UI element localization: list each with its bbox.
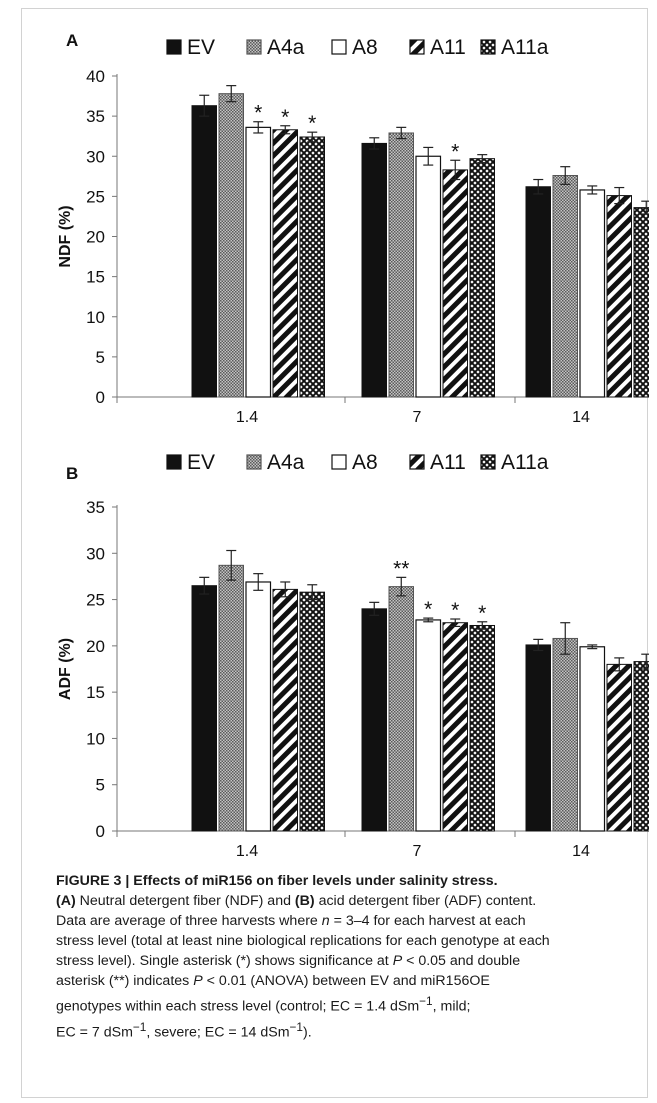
x-tick-label: 1.4 <box>236 409 258 426</box>
x-tick-label: 14 <box>572 409 590 426</box>
bar <box>361 608 387 832</box>
y-tick-label: 25 <box>86 187 105 206</box>
legend-swatch <box>166 39 182 55</box>
bar <box>245 126 272 398</box>
bar <box>299 591 325 832</box>
legend-swatch <box>409 39 425 55</box>
figure-caption: FIGURE 3 | Effects of miR156 on fiber le… <box>56 871 656 1042</box>
bar <box>245 581 272 832</box>
legend-swatch <box>246 454 262 470</box>
bar <box>552 175 578 398</box>
caption-line: asterisk (**) indicates P < 0.01 (ANOVA)… <box>56 973 490 989</box>
bar <box>388 586 414 832</box>
caption-title: FIGURE 3 | Effects of miR156 on fiber le… <box>56 873 498 889</box>
caption-line: (A) Neutral detergent fiber (NDF) and (B… <box>56 893 537 909</box>
bar <box>361 142 387 398</box>
y-tick-label: 10 <box>86 308 105 327</box>
y-tick-label: 0 <box>96 388 105 407</box>
significance-marker: * <box>308 112 316 135</box>
y-tick-label: 40 <box>86 67 105 86</box>
bar <box>218 564 244 832</box>
significance-marker: * <box>451 140 459 163</box>
bar <box>633 207 657 398</box>
bar <box>469 624 495 832</box>
legend-label: A8 <box>352 36 378 59</box>
bar <box>272 588 298 832</box>
legend-label: A4a <box>267 36 305 59</box>
legend-label: EV <box>187 36 215 59</box>
legend-swatch <box>480 39 496 55</box>
caption-line: stress level (total at least nine biolog… <box>56 933 550 949</box>
bar <box>525 644 551 832</box>
legend-label: A4a <box>267 451 305 474</box>
legend-label: A11 <box>430 36 466 59</box>
caption-line: stress level). Single asterisk (*) shows… <box>56 953 521 969</box>
legend-swatch <box>409 454 425 470</box>
chart-canvas: A EV A4a A8 A11 A11a 0 5 10 15 20 25 30 35 40 NDF (%) 1.… <box>57 31 657 860</box>
legend-label: A11a <box>501 36 549 59</box>
panel-label: A <box>66 31 78 50</box>
bar <box>606 195 632 398</box>
caption-line: Data are average of three harvests where… <box>56 913 526 929</box>
y-tick-label: 20 <box>86 637 105 656</box>
panel-label: B <box>66 464 78 483</box>
significance-marker: * <box>254 102 262 125</box>
y-tick-label: 30 <box>86 544 105 563</box>
y-tick-label: 15 <box>86 683 105 702</box>
legend-swatch <box>480 454 496 470</box>
bar <box>633 661 657 832</box>
y-tick-label: 30 <box>86 147 105 166</box>
x-tick-label: 14 <box>572 843 590 859</box>
caption-line: EC = 7 dSm−1, severe; EC = 14 dSm−1). <box>56 1019 312 1041</box>
bar <box>579 646 606 832</box>
y-tick-label: 5 <box>96 776 105 795</box>
legend-swatch <box>166 454 182 470</box>
bar <box>442 622 468 832</box>
legend-label: A8 <box>352 451 378 474</box>
bar <box>552 637 578 832</box>
bar <box>388 132 414 398</box>
x-tick-label: 1.4 <box>236 843 258 859</box>
legend-label: A11a <box>501 451 549 474</box>
bar <box>191 585 217 832</box>
significance-marker: * <box>478 602 486 625</box>
bar <box>299 136 325 398</box>
bar <box>442 169 468 398</box>
legend-swatch <box>331 454 347 470</box>
bar <box>218 93 244 398</box>
x-tick-label: 7 <box>413 409 422 426</box>
y-tick-label: 0 <box>96 822 105 841</box>
bar <box>469 158 495 398</box>
y-tick-label: 15 <box>86 268 105 287</box>
y-axis-title: NDF (%) <box>57 205 74 267</box>
caption-line: genotypes within each stress level (cont… <box>56 994 471 1015</box>
y-tick-label: 5 <box>96 348 105 367</box>
significance-marker: * <box>451 599 459 622</box>
significance-marker: * <box>281 106 289 129</box>
y-tick-label: 35 <box>86 498 105 517</box>
legend-label: A11 <box>430 451 466 474</box>
bar <box>272 129 298 398</box>
bar <box>525 186 551 398</box>
y-tick-label: 10 <box>86 729 105 748</box>
significance-marker: * <box>424 598 432 621</box>
significance-marker: ** <box>393 557 409 580</box>
bar <box>415 155 442 398</box>
bar <box>415 619 442 832</box>
legend-swatch <box>331 39 347 55</box>
legend-swatch <box>246 39 262 55</box>
y-axis-title: ADF (%) <box>57 638 74 700</box>
bar <box>606 663 632 832</box>
bar <box>579 189 606 398</box>
x-tick-label: 7 <box>413 843 422 859</box>
legend-label: EV <box>187 451 215 474</box>
y-tick-label: 25 <box>86 591 105 610</box>
y-tick-label: 35 <box>86 107 105 126</box>
figure-panel: A EV A4a A8 A11 A11a 0 5 10 15 20 25 30 35 40 NDF (%) 1.… <box>21 8 657 1098</box>
y-tick-label: 20 <box>86 228 105 247</box>
bar <box>191 105 217 398</box>
